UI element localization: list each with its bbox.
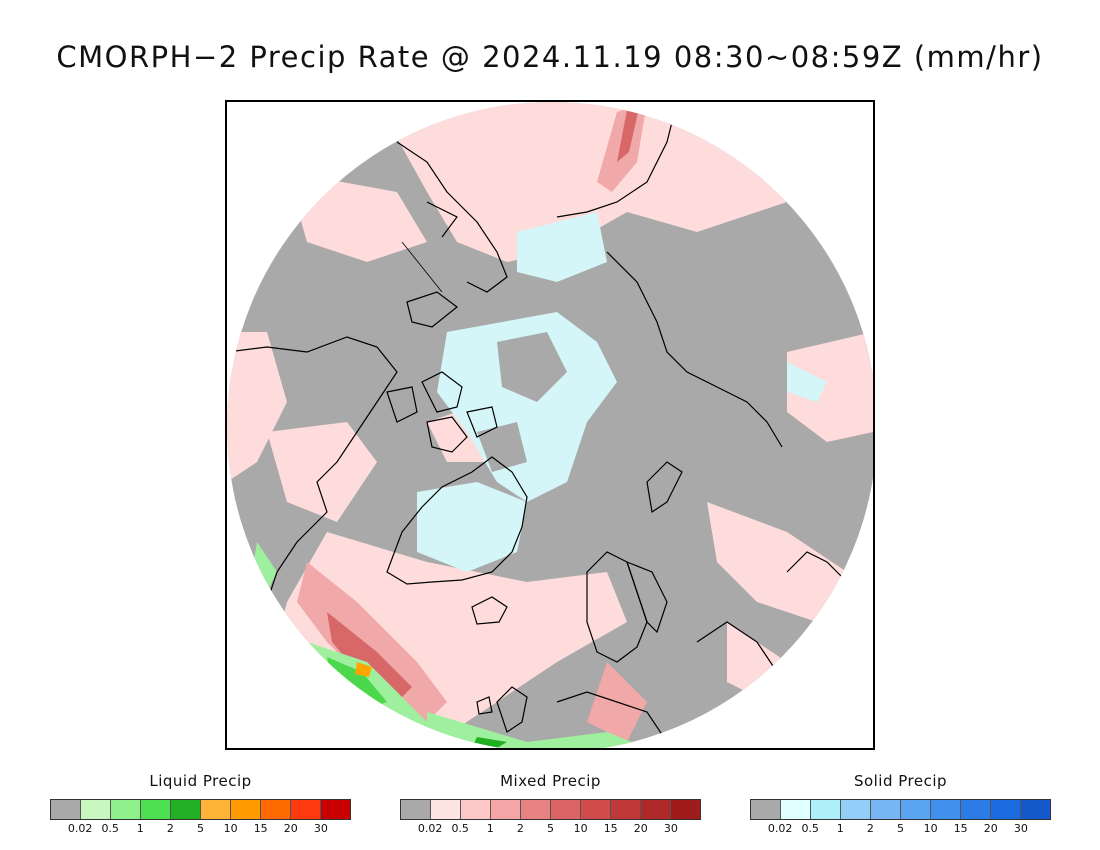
- legend-tick-label: 15: [603, 822, 618, 835]
- legend-swatch: [51, 800, 81, 819]
- legend-swatch: [961, 800, 991, 819]
- legend-tick-label: 1: [136, 822, 144, 835]
- legend-swatch: [491, 800, 521, 819]
- legend-tick-label: 15: [953, 822, 968, 835]
- legend-tick-label: 1: [836, 822, 844, 835]
- legend-tick-label: 5: [897, 822, 904, 835]
- legend-swatch: [841, 800, 871, 819]
- legend-swatch: [671, 800, 700, 819]
- legend-swatch: [81, 800, 111, 819]
- legend-title: Mixed Precip: [500, 772, 601, 790]
- solid-precip-areas: [417, 212, 827, 572]
- legend-color-bar: [50, 799, 351, 820]
- legend-title: Solid Precip: [853, 772, 948, 790]
- map-frame: [225, 100, 875, 750]
- legend-tick-labels: 0.02 0.5 1 2 5 10 15 20 30: [750, 822, 1051, 838]
- legend-swatch: [321, 800, 350, 819]
- legend-swatch: [141, 800, 171, 819]
- legend-swatch: [581, 800, 611, 819]
- legend-tick-label: 2: [516, 822, 524, 835]
- legend-tick-labels: 0.02 0.5 1 2 5 10 15 20 30: [50, 822, 351, 838]
- legend-tick-label: 20: [983, 822, 998, 835]
- legend-tick-label: 2: [866, 822, 874, 835]
- legend-tick-label: 5: [547, 822, 554, 835]
- legend-tick-labels: 0.02 0.5 1 2 5 10 15 20 30: [400, 822, 701, 838]
- legend-swatch: [401, 800, 431, 819]
- legend-swatch: [1021, 800, 1050, 819]
- map-disk: [227, 102, 873, 748]
- legend-swatch: [811, 800, 841, 819]
- legend-tick-label: 0.5: [451, 822, 469, 835]
- legend-swatch: [521, 800, 551, 819]
- legend-title: Liquid Precip: [149, 772, 252, 790]
- legend-swatch: [111, 800, 141, 819]
- legend-tick-label: 10: [923, 822, 938, 835]
- legend-swatch: [611, 800, 641, 819]
- legend-color-bar: [750, 799, 1051, 820]
- legend-tick-label: 2: [166, 822, 174, 835]
- legend-swatch: [871, 800, 901, 819]
- legend-tick-label: 0.02: [417, 822, 443, 835]
- legend-tick-label: 10: [223, 822, 238, 835]
- legend-tick-label: 20: [633, 822, 648, 835]
- legend-mixed-precip: Mixed Precip 0.02 0.5 1 2 5 10 15 20 30: [400, 772, 701, 842]
- legend-tick-label: 0.5: [801, 822, 819, 835]
- chart-title: CMORPH−2 Precip Rate @ 2024.11.19 08:30~…: [56, 40, 1044, 74]
- legend-swatch: [261, 800, 291, 819]
- legend-tick-label: 0.5: [101, 822, 119, 835]
- legend-swatch: [291, 800, 321, 819]
- legend-swatch: [431, 800, 461, 819]
- legend-color-bar: [400, 799, 701, 820]
- legend-tick-label: 30: [663, 822, 678, 835]
- legend-swatch: [231, 800, 261, 819]
- legend-liquid-precip: Liquid Precip 0.02 0.5 1 2 5 10 15 20 30: [50, 772, 351, 842]
- legend-tick-label: 10: [573, 822, 588, 835]
- legend-swatch: [751, 800, 781, 819]
- legend-swatch: [781, 800, 811, 819]
- legend-swatch: [641, 800, 671, 819]
- legend-swatch: [461, 800, 491, 819]
- legend-swatch: [201, 800, 231, 819]
- legend-swatch: [931, 800, 961, 819]
- legend-tick-label: 15: [253, 822, 268, 835]
- legend-tick-label: 30: [313, 822, 328, 835]
- legend-tick-label: 30: [1013, 822, 1028, 835]
- legend-swatch: [551, 800, 581, 819]
- legend-tick-label: 0.02: [767, 822, 793, 835]
- legend-tick-label: 1: [486, 822, 494, 835]
- legend-swatch: [901, 800, 931, 819]
- legend-swatch: [171, 800, 201, 819]
- legend-tick-label: 0.02: [67, 822, 93, 835]
- legend-tick-label: 20: [283, 822, 298, 835]
- legend-swatch: [991, 800, 1021, 819]
- legend-tick-label: 5: [197, 822, 204, 835]
- legend-solid-precip: Solid Precip 0.02 0.5 1 2 5 10 15 20 30: [750, 772, 1051, 842]
- polar-precip-map: [227, 102, 873, 748]
- coastlines: [227, 102, 848, 743]
